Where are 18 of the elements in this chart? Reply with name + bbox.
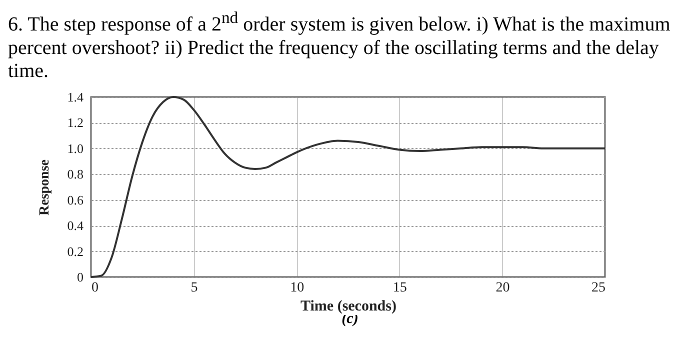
x-tick-label: 0 <box>92 280 98 296</box>
x-tick-label: 20 <box>496 280 510 296</box>
y-tick-label: 1.2 <box>67 114 84 130</box>
y-tick-label: 0.8 <box>67 166 84 182</box>
chart-title: 6. The step response of a 2$^{nd}$ order system is given below. i) What is the maximum percent overshoot? ii) Predict the frequency of the oscillating terms and the delay time. <box>7 7 672 83</box>
y-tick-label: 0.6 <box>67 192 84 208</box>
y-tick-label: 1.0 <box>67 140 84 156</box>
y-tick-label: 1.4 <box>67 89 84 104</box>
y-tick-label: 0.4 <box>67 218 84 233</box>
x-axis-title: Time (seconds) <box>300 298 396 314</box>
y-tick-label: 0 <box>77 269 84 284</box>
y-axis-title: Response <box>37 159 52 216</box>
x-tick-label: 15 <box>392 280 407 296</box>
x-tick-label: 10 <box>290 280 304 296</box>
line-series <box>90 96 606 278</box>
y-tick-label: 0.2 <box>67 243 84 258</box>
x-tick-label: 5 <box>190 280 198 296</box>
x-tick-label: 25 <box>592 280 606 296</box>
